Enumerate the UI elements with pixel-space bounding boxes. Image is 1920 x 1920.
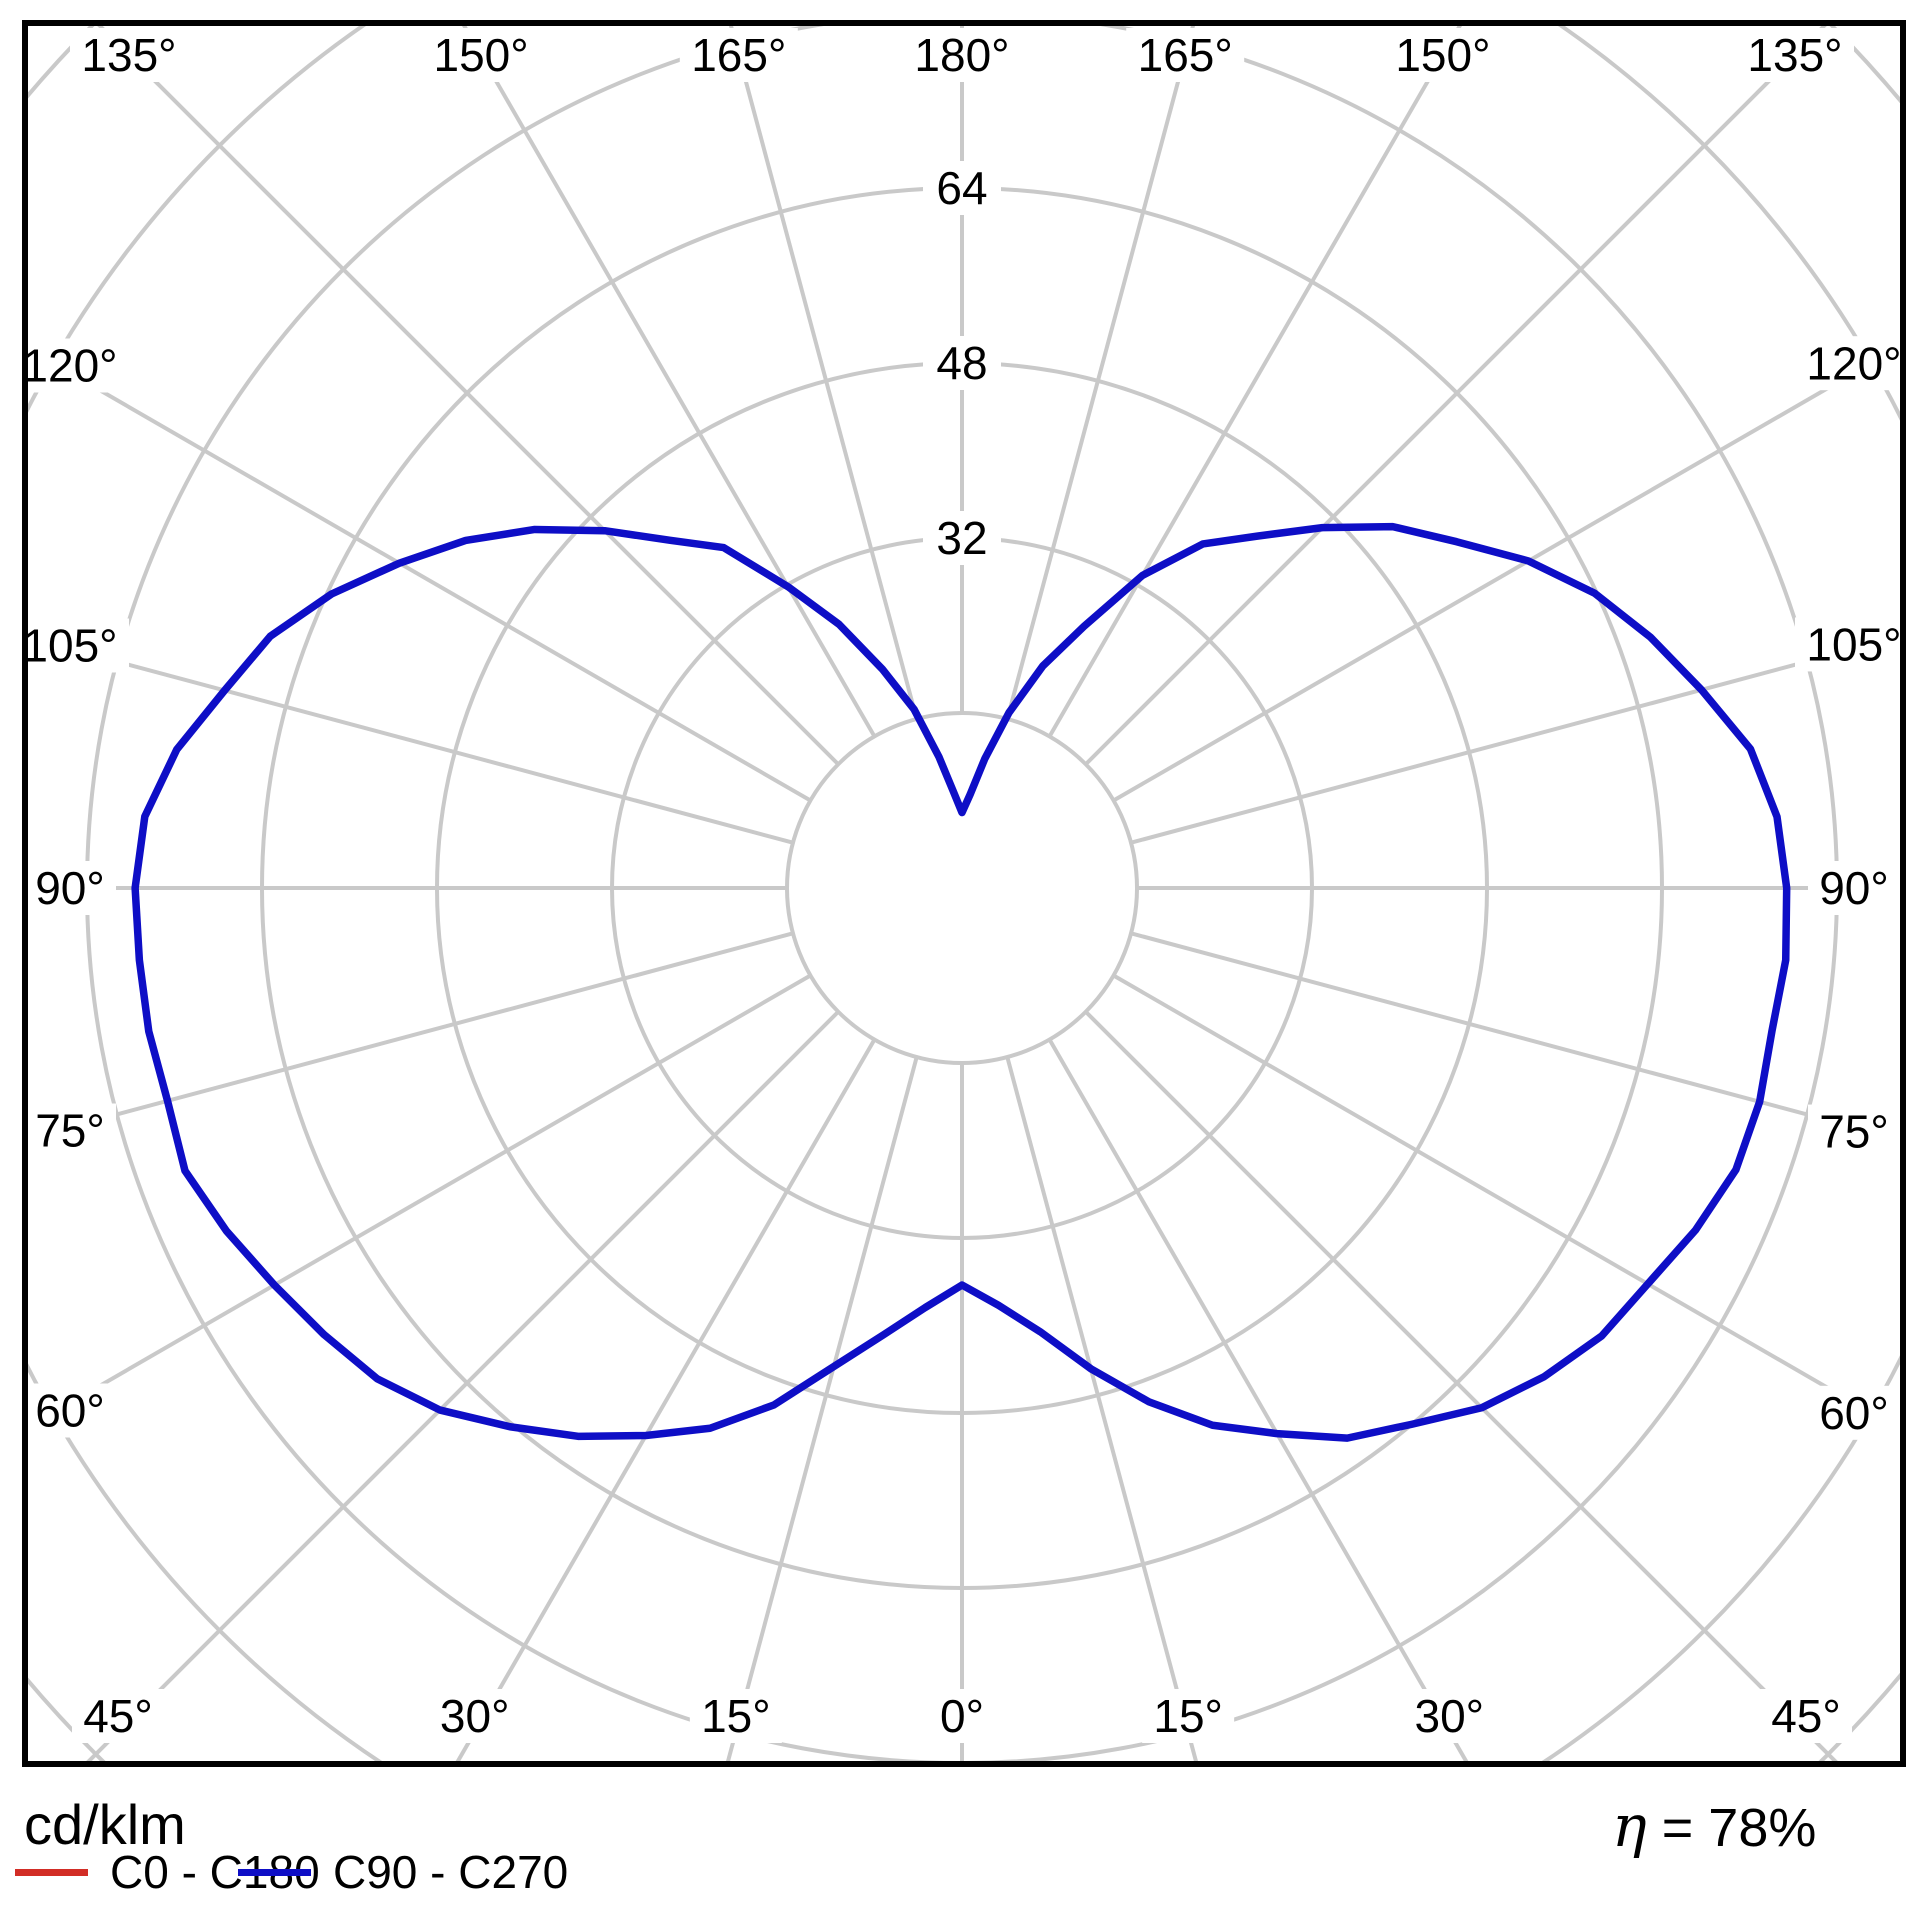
angle-label: 105° xyxy=(22,620,117,672)
angle-label-halo xyxy=(72,1689,164,1743)
polar-spoke xyxy=(25,344,812,803)
angle-label-halo xyxy=(11,618,129,673)
polar-spoke xyxy=(453,1038,877,1764)
legend-swatch-c0-c180 xyxy=(15,1868,88,1876)
angle-label-halo xyxy=(1808,1385,1900,1440)
angle-label-halo xyxy=(689,1689,782,1743)
angle-label-halo xyxy=(11,338,129,393)
angle-label: 75° xyxy=(1819,1106,1889,1158)
angle-label: 30° xyxy=(440,1690,510,1742)
angle-label-halo xyxy=(1126,28,1245,82)
angle-label: 45° xyxy=(83,1690,153,1742)
angle-label-halo xyxy=(428,1689,521,1743)
angle-label: 30° xyxy=(1415,1690,1485,1742)
polar-spoke xyxy=(1130,931,1903,1143)
angle-label-halo xyxy=(679,28,798,82)
angle-label: 180° xyxy=(914,29,1009,81)
c90-c270-curve xyxy=(131,522,1791,1442)
angle-label-halo xyxy=(929,1689,995,1743)
legend-label-c90-c270: C90 - C270 xyxy=(333,1846,569,1898)
angle-label: 165° xyxy=(691,29,786,81)
polar-spoke xyxy=(1047,23,1464,738)
legend: C0 - C180 C90 - C270 xyxy=(0,1846,1920,1898)
angle-label: 60° xyxy=(1819,1387,1889,1439)
angle-label: 150° xyxy=(1395,29,1490,81)
angle-label: 165° xyxy=(1138,29,1233,81)
polar-spoke xyxy=(1112,973,1903,1434)
angle-label-halo xyxy=(1736,28,1854,82)
polar-spoke xyxy=(460,23,877,738)
angle-label-halo xyxy=(70,28,188,82)
angle-label: 150° xyxy=(433,29,528,81)
angle-label-halo xyxy=(1403,1689,1496,1743)
value-label-halo xyxy=(923,336,1001,390)
units-label: cd/klm xyxy=(24,1793,186,1856)
angle-label: 135° xyxy=(81,29,176,81)
legend-swatch-c90-c270 xyxy=(238,1868,311,1876)
angle-label: 45° xyxy=(1771,1690,1841,1742)
polar-spoke xyxy=(725,1056,919,1764)
angle-label-halo xyxy=(1142,1689,1235,1743)
angle-label-halo xyxy=(1795,336,1913,391)
angle-label-halo xyxy=(903,28,1021,82)
value-label: 48 xyxy=(936,337,987,389)
angle-label-halo xyxy=(1383,28,1502,82)
polar-spoke xyxy=(728,23,919,720)
angle-label-halo xyxy=(1808,861,1900,915)
value-label-halo xyxy=(923,511,1001,565)
value-label-halo xyxy=(923,161,1001,215)
angle-label-halo xyxy=(24,1383,116,1438)
angle-label: 0° xyxy=(940,1690,984,1742)
polar-spoke xyxy=(25,931,794,1142)
angle-label: 60° xyxy=(35,1385,105,1437)
polar-spoke xyxy=(1005,23,1196,720)
angle-label-halo xyxy=(1808,1104,1900,1159)
angle-label: 135° xyxy=(1747,29,1842,81)
eta-symbol: η xyxy=(1612,1792,1647,1860)
angle-label-halo xyxy=(24,861,116,915)
angle-label-halo xyxy=(422,28,541,82)
angle-label: 120° xyxy=(1806,337,1901,389)
polar-spoke xyxy=(1112,342,1903,803)
legend-item-c90-c270: C90 - C270 xyxy=(238,1846,568,1898)
angle-label: 105° xyxy=(1806,619,1901,671)
angle-label: 15° xyxy=(1153,1690,1223,1742)
value-label: 32 xyxy=(936,512,987,564)
angle-label: 75° xyxy=(35,1105,105,1157)
value-label: 64 xyxy=(936,162,987,214)
plot-border xyxy=(22,20,1906,1767)
angle-label-halo xyxy=(1795,617,1913,672)
angle-label: 120° xyxy=(22,340,117,392)
angle-label-halo xyxy=(1760,1689,1852,1743)
angle-label-halo xyxy=(24,1103,116,1158)
polar-spoke xyxy=(1005,1056,1199,1764)
angle-label: 90° xyxy=(35,862,105,914)
angle-label: 90° xyxy=(1819,862,1889,914)
angle-label: 15° xyxy=(701,1690,771,1742)
eta-value: = 78% xyxy=(1661,1798,1817,1858)
efficiency-label: η = 78% xyxy=(1612,1792,1816,1860)
polar-spoke xyxy=(25,973,812,1432)
polar-spoke xyxy=(1047,1038,1471,1764)
